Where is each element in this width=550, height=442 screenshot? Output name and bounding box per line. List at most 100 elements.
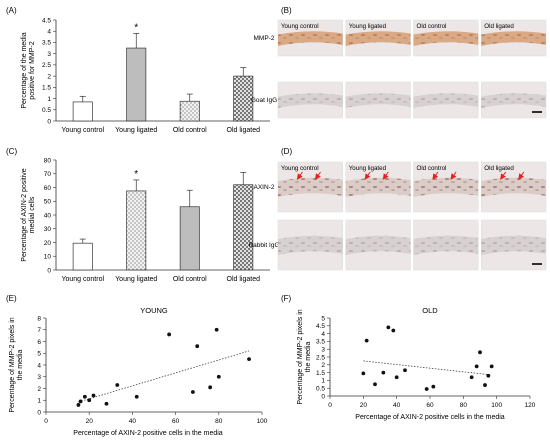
data-point bbox=[195, 344, 200, 349]
panel-label-d: (D) bbox=[281, 147, 292, 156]
y-tick-label: 3 bbox=[37, 374, 41, 381]
y-tick-label: 4.5 bbox=[316, 323, 325, 330]
y-axis-label: Percentage of MMP-2 pixels in bbox=[297, 309, 304, 404]
column-label: Young ligated bbox=[349, 165, 387, 172]
data-point bbox=[424, 387, 429, 391]
data-point bbox=[478, 350, 482, 355]
y-tick-label: 3 bbox=[47, 51, 51, 58]
tissue-section bbox=[481, 235, 546, 255]
y-axis-label: Percentage of the media bbox=[21, 32, 28, 108]
y-tick-label: 0 bbox=[47, 267, 51, 274]
bar bbox=[233, 184, 254, 271]
y-tick-label: 5 bbox=[321, 315, 325, 322]
y-tick-label: 20 bbox=[44, 240, 52, 247]
significance-star: * bbox=[134, 169, 138, 180]
column-label: Old ligated bbox=[484, 165, 514, 172]
data-point bbox=[167, 332, 172, 337]
x-tick-label: 80 bbox=[215, 418, 223, 425]
data-point bbox=[386, 325, 391, 330]
x-axis-label: Percentage of AXIN-2 positive cells in t… bbox=[73, 430, 223, 437]
micrograph-grid-d: AXIN-2 Young control Young ligated Old cont… bbox=[248, 161, 547, 271]
data-point bbox=[190, 390, 195, 394]
data-point bbox=[214, 327, 219, 332]
y-tick-label: 1 bbox=[321, 378, 325, 385]
y-tick-label: 3.5 bbox=[316, 339, 325, 346]
data-point bbox=[469, 375, 474, 380]
y-tick-label: 2 bbox=[321, 362, 325, 369]
y-axis-label: the media bbox=[17, 350, 24, 381]
tissue-section bbox=[413, 31, 479, 47]
y-tick-label: 4 bbox=[321, 331, 325, 338]
data-point bbox=[91, 393, 96, 398]
y-tick-label: 0.5 bbox=[316, 386, 325, 393]
x-tick-label: 20 bbox=[86, 418, 94, 425]
y-tick-label: 1.5 bbox=[42, 85, 51, 92]
data-point bbox=[391, 328, 396, 333]
data-point bbox=[104, 401, 109, 406]
y-tick-label: 0.5 bbox=[42, 107, 51, 114]
y-tick-label: 80 bbox=[44, 157, 52, 164]
trendline bbox=[363, 360, 492, 376]
tissue-section bbox=[345, 235, 411, 255]
y-axis-label: Percentage of MMP-2 pixels in bbox=[9, 317, 16, 412]
data-point bbox=[134, 394, 139, 399]
tissue-section bbox=[345, 93, 411, 109]
data-point bbox=[489, 364, 494, 369]
x-category-label: Old control bbox=[173, 127, 207, 134]
x-tick-label: 100 bbox=[257, 418, 268, 425]
data-point bbox=[82, 394, 87, 399]
y-tick-label: 30 bbox=[44, 226, 52, 233]
panel-label-e: (E) bbox=[6, 294, 17, 303]
red-arrow bbox=[314, 171, 321, 180]
y-tick-label: 3 bbox=[321, 347, 325, 354]
bar bbox=[179, 100, 200, 122]
data-point bbox=[115, 383, 120, 387]
y-tick-label: 0 bbox=[37, 409, 41, 416]
row-label: AXIN-2 bbox=[254, 184, 275, 191]
tissue-section bbox=[278, 177, 343, 197]
y-tick-label: 0 bbox=[47, 118, 51, 125]
x-tick-label: 0 bbox=[328, 402, 332, 409]
x-axis-label: Percentage of AXIN-2 positive cells in t… bbox=[355, 414, 505, 421]
row-label: MMP-2 bbox=[254, 35, 275, 42]
x-tick-label: 20 bbox=[360, 402, 368, 409]
x-category-label: Young control bbox=[61, 276, 104, 283]
y-tick-label: 6 bbox=[37, 339, 41, 346]
panel-label-f: (F) bbox=[281, 294, 292, 303]
bar bbox=[126, 47, 147, 122]
panel-label-c: (C) bbox=[6, 147, 17, 156]
x-tick-label: 80 bbox=[460, 402, 468, 409]
column-label: Young ligated bbox=[349, 23, 387, 30]
x-tick-label: 100 bbox=[491, 402, 502, 409]
red-arrow bbox=[518, 171, 525, 180]
y-axis-label: the media bbox=[305, 342, 312, 373]
y-tick-label: 2.5 bbox=[316, 354, 325, 361]
trendline bbox=[78, 350, 250, 403]
data-point bbox=[247, 357, 251, 362]
x-tick-label: 40 bbox=[393, 402, 401, 409]
data-point bbox=[483, 383, 487, 387]
red-arrow bbox=[382, 171, 389, 180]
y-axis-label: Percentage of AXIN-2 positive bbox=[21, 168, 28, 261]
data-point bbox=[208, 385, 213, 390]
y-tick-label: 4 bbox=[37, 362, 41, 369]
y-tick-label: 1.5 bbox=[316, 370, 325, 377]
bar bbox=[72, 101, 93, 122]
tissue-section bbox=[278, 93, 343, 109]
y-tick-label: 2.5 bbox=[42, 62, 51, 69]
y-axis-label: medial cells bbox=[29, 196, 36, 233]
x-tick-label: 60 bbox=[426, 402, 434, 409]
data-point bbox=[87, 398, 92, 403]
y-tick-label: 7 bbox=[37, 327, 41, 334]
data-point bbox=[216, 374, 221, 379]
tissue-section bbox=[481, 31, 546, 47]
red-arrow bbox=[450, 171, 457, 180]
tissue-section bbox=[413, 177, 479, 197]
y-tick-label: 60 bbox=[44, 185, 52, 192]
data-point bbox=[394, 375, 399, 380]
x-category-label: Old ligated bbox=[227, 127, 261, 134]
tissue-section bbox=[278, 235, 343, 255]
data-point bbox=[361, 371, 366, 376]
column-label: Young control bbox=[281, 23, 319, 30]
